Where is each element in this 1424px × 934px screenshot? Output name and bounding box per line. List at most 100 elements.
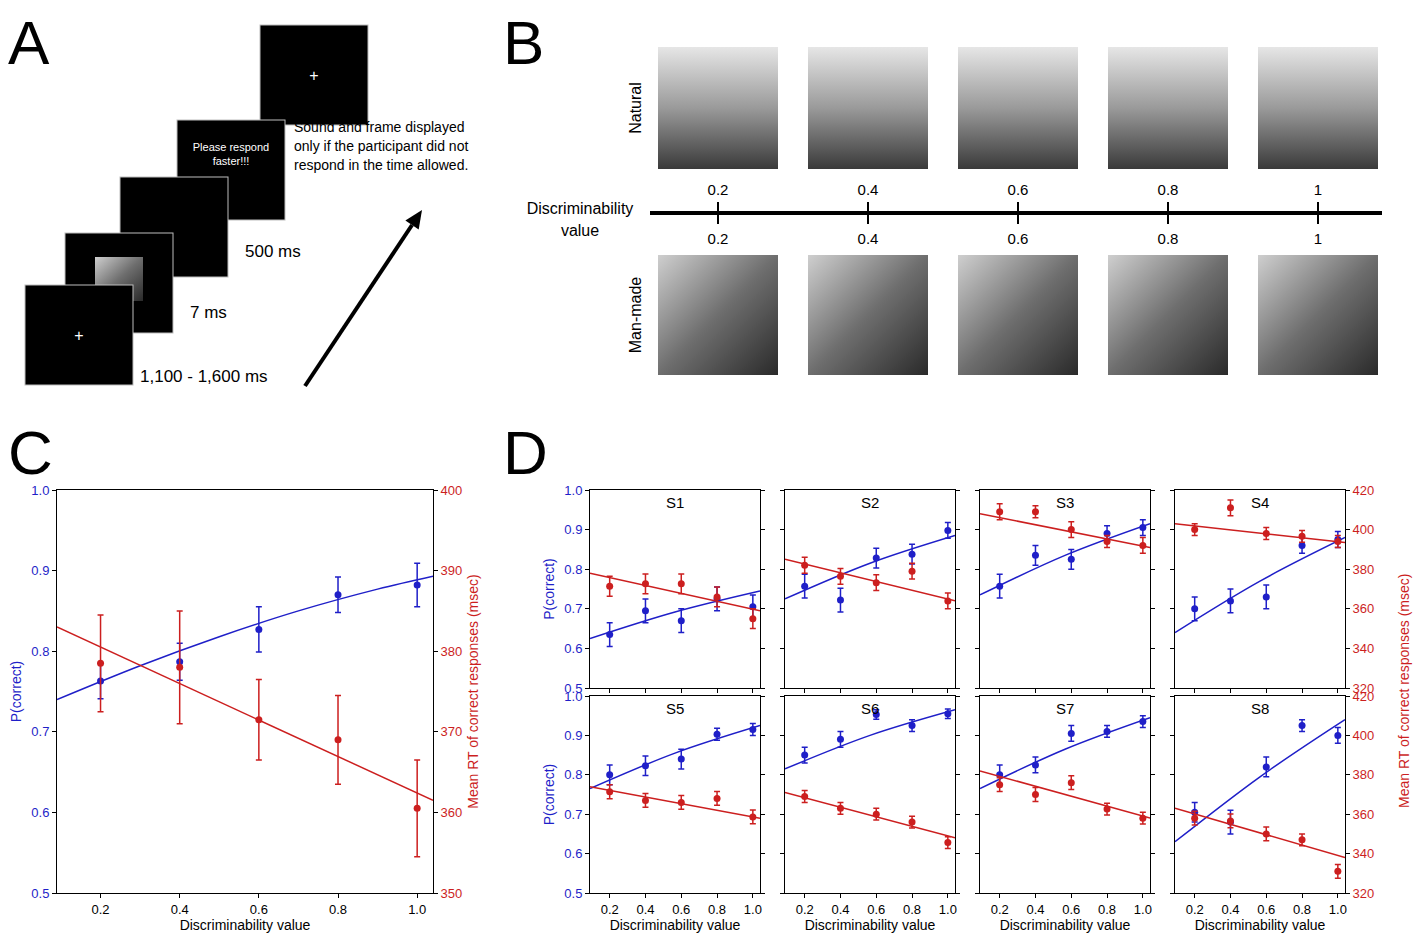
svg-text:Natural: Natural (627, 82, 644, 134)
svg-text:1: 1 (1314, 181, 1322, 198)
svg-text:0.6: 0.6 (672, 902, 690, 917)
svg-text:0.9: 0.9 (564, 728, 582, 743)
svg-text:360: 360 (1353, 807, 1375, 822)
svg-text:320: 320 (1353, 681, 1375, 696)
svg-text:S6: S6 (861, 700, 879, 717)
svg-text:400: 400 (441, 483, 463, 498)
svg-text:+: + (309, 67, 318, 84)
svg-text:500 ms: 500 ms (245, 242, 301, 261)
svg-text:1.0: 1.0 (744, 902, 762, 917)
svg-text:0.2: 0.2 (1186, 902, 1204, 917)
svg-text:400: 400 (1353, 728, 1375, 743)
svg-text:7 ms: 7 ms (190, 303, 227, 322)
svg-text:0.4: 0.4 (1221, 902, 1239, 917)
svg-text:0.8: 0.8 (1158, 230, 1179, 247)
svg-text:0.7: 0.7 (564, 601, 582, 616)
svg-text:0.5: 0.5 (31, 886, 49, 901)
svg-text:1.0: 1.0 (1329, 902, 1347, 917)
svg-text:0.2: 0.2 (601, 902, 619, 917)
svg-text:390: 390 (441, 563, 463, 578)
svg-text:1.0: 1.0 (939, 902, 957, 917)
svg-text:0.6: 0.6 (1257, 902, 1275, 917)
svg-text:0.6: 0.6 (1008, 230, 1029, 247)
svg-text:350: 350 (441, 886, 463, 901)
svg-text:380: 380 (1353, 767, 1375, 782)
svg-text:Discriminability value: Discriminability value (1195, 917, 1326, 933)
svg-text:0.8: 0.8 (1098, 902, 1116, 917)
svg-text:360: 360 (1353, 601, 1375, 616)
svg-text:Mean RT of correct responses (: Mean RT of correct responses (msec) (1396, 574, 1412, 808)
svg-text:0.8: 0.8 (903, 902, 921, 917)
svg-text:0.8: 0.8 (1158, 181, 1179, 198)
svg-text:0.8: 0.8 (31, 644, 49, 659)
svg-text:0.5: 0.5 (564, 886, 582, 901)
svg-text:0.4: 0.4 (858, 230, 879, 247)
svg-text:Discriminability value: Discriminability value (1000, 917, 1131, 933)
svg-text:A: A (8, 8, 50, 77)
svg-text:370: 370 (441, 724, 463, 739)
svg-text:0.8: 0.8 (1293, 902, 1311, 917)
svg-text:S2: S2 (861, 494, 879, 511)
svg-text:Discriminability value: Discriminability value (610, 917, 741, 933)
svg-text:1.0: 1.0 (564, 689, 582, 704)
svg-text:1,100 - 1,600 ms: 1,100 - 1,600 ms (140, 367, 268, 386)
svg-text:0.5: 0.5 (564, 681, 582, 696)
svg-text:Mean RT of correct responses (: Mean RT of correct responses (msec) (465, 574, 481, 808)
svg-text:0.6: 0.6 (31, 805, 49, 820)
svg-text:B: B (503, 8, 544, 77)
svg-text:0.6: 0.6 (250, 902, 268, 917)
svg-text:P(correct): P(correct) (8, 661, 24, 722)
svg-text:0.8: 0.8 (708, 902, 726, 917)
svg-text:0.8: 0.8 (329, 902, 347, 917)
svg-text:1.0: 1.0 (31, 483, 49, 498)
svg-text:S4: S4 (1251, 494, 1269, 511)
svg-text:0.6: 0.6 (867, 902, 885, 917)
svg-text:0.4: 0.4 (831, 902, 849, 917)
svg-text:0.4: 0.4 (171, 902, 189, 917)
svg-text:0.8: 0.8 (564, 767, 582, 782)
svg-text:340: 340 (1353, 641, 1375, 656)
svg-text:0.9: 0.9 (564, 522, 582, 537)
svg-text:0.6: 0.6 (1062, 902, 1080, 917)
svg-text:Discriminability value: Discriminability value (180, 917, 311, 933)
svg-text:1.0: 1.0 (564, 483, 582, 498)
svg-text:0.6: 0.6 (564, 641, 582, 656)
svg-text:400: 400 (1353, 522, 1375, 537)
svg-text:S7: S7 (1056, 700, 1074, 717)
svg-text:0.2: 0.2 (92, 902, 110, 917)
svg-text:0.6: 0.6 (564, 846, 582, 861)
svg-text:1: 1 (1314, 230, 1322, 247)
svg-text:S5: S5 (666, 700, 684, 717)
svg-text:0.8: 0.8 (564, 562, 582, 577)
svg-text:320: 320 (1353, 886, 1375, 901)
svg-text:380: 380 (441, 644, 463, 659)
svg-text:0.2: 0.2 (991, 902, 1009, 917)
svg-text:0.4: 0.4 (636, 902, 654, 917)
svg-text:+: + (74, 327, 83, 344)
svg-text:0.6: 0.6 (1008, 181, 1029, 198)
svg-text:340: 340 (1353, 846, 1375, 861)
svg-text:S1: S1 (666, 494, 684, 511)
svg-text:0.2: 0.2 (708, 230, 729, 247)
svg-text:Discriminability: Discriminability (527, 200, 634, 217)
svg-text:D: D (503, 418, 548, 487)
svg-text:1.0: 1.0 (408, 902, 426, 917)
svg-text:0.2: 0.2 (796, 902, 814, 917)
svg-text:value: value (561, 222, 599, 239)
svg-text:S8: S8 (1251, 700, 1269, 717)
svg-text:Discriminability value: Discriminability value (805, 917, 936, 933)
svg-text:S3: S3 (1056, 494, 1074, 511)
svg-text:0.7: 0.7 (564, 807, 582, 822)
svg-text:380: 380 (1353, 562, 1375, 577)
svg-text:0.4: 0.4 (858, 181, 879, 198)
svg-text:C: C (8, 418, 53, 487)
svg-text:P(correct): P(correct) (541, 764, 557, 825)
svg-text:360: 360 (441, 805, 463, 820)
svg-text:P(correct): P(correct) (541, 558, 557, 619)
svg-text:0.7: 0.7 (31, 724, 49, 739)
svg-text:420: 420 (1353, 689, 1375, 704)
svg-text:Man-made: Man-made (627, 277, 644, 354)
svg-text:0.2: 0.2 (708, 181, 729, 198)
svg-text:0.4: 0.4 (1026, 902, 1044, 917)
svg-text:0.9: 0.9 (31, 563, 49, 578)
